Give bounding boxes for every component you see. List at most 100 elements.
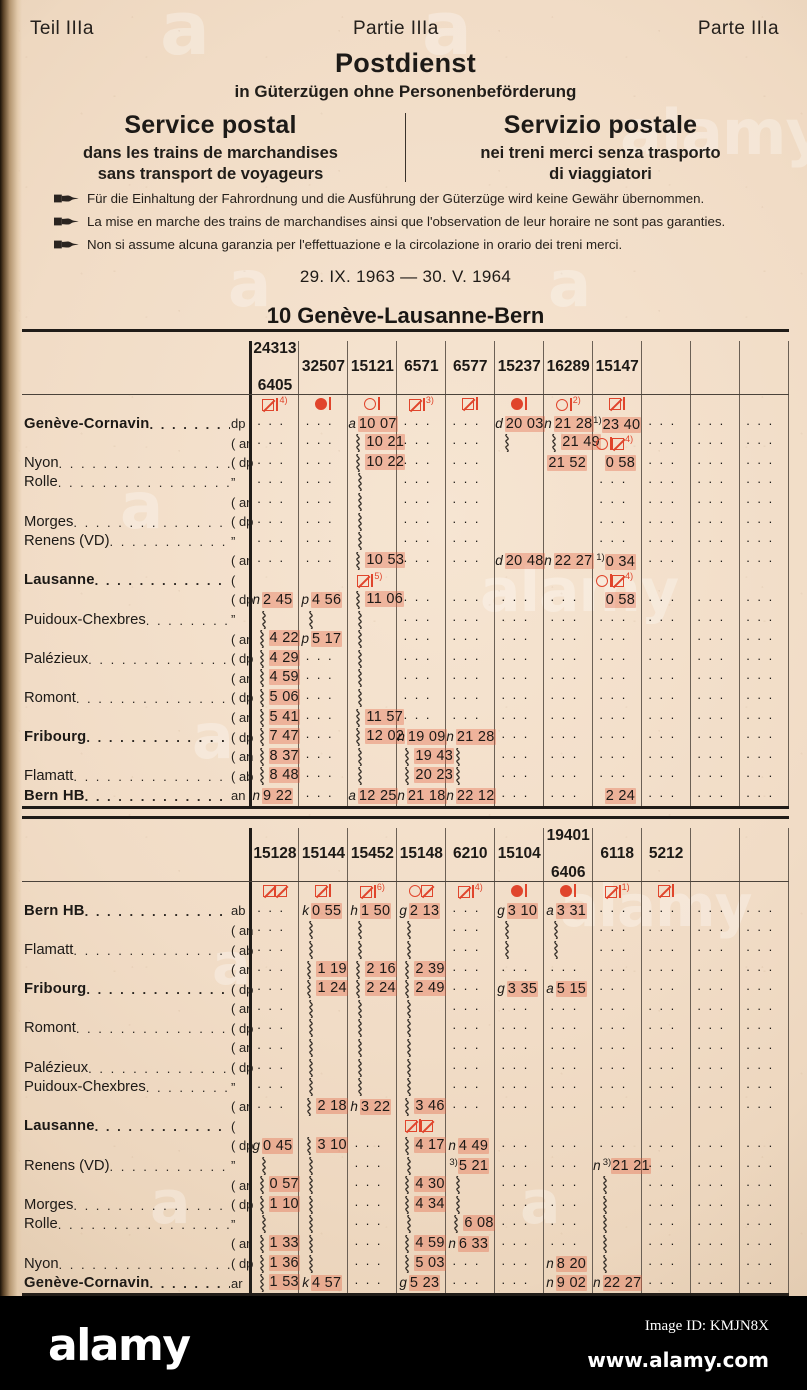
station-name: Morges [24, 1196, 74, 1213]
crossed-square-icon [609, 398, 622, 411]
alamy-url: www.alamy.com [587, 1348, 769, 1372]
departure-time: 20 23 [414, 767, 455, 784]
time-cell: · · · [739, 979, 789, 999]
time-cell [739, 570, 789, 591]
time-cell [445, 766, 496, 787]
service-code: n [544, 552, 552, 568]
station-name: Genève-Cornavin [24, 1275, 150, 1292]
arrival-departure-marker: ( dp [231, 455, 254, 471]
time-cell: · · · [494, 629, 545, 649]
time-cell: 4 59 [396, 1234, 447, 1254]
no-service-dots: · · · [305, 787, 334, 803]
no-service-dots: · · · [550, 591, 579, 607]
station-name-cell: Nyon . . . . . . . . . . . . . . . . . .… [22, 453, 230, 473]
time-cell: 10 22 [347, 453, 406, 473]
table-row: Lausanne . . . . . . . . . . . . . . . .… [22, 570, 789, 591]
dot-leader: . . . . . . . . . . . . . . . . . . . . … [73, 1197, 230, 1213]
time-cell [298, 1018, 349, 1039]
departure-time: 20 48 [504, 552, 545, 569]
no-service-dots: · · · [647, 1255, 677, 1271]
station-name-cell [22, 433, 230, 453]
time-cell: · · · [690, 901, 741, 921]
no-service-dots: · · · [647, 961, 677, 977]
time-cell: · · · [494, 590, 545, 610]
time-cell: · · · [641, 766, 692, 787]
no-service-dots: · · · [452, 670, 481, 686]
time-cell: · · · [445, 648, 496, 669]
table-row: Nyon . . . . . . . . . . . . . . . . . .… [22, 453, 789, 473]
no-service-dots: · · · [452, 533, 481, 549]
station-name-cell: Morges . . . . . . . . . . . . . . . . .… [22, 512, 230, 532]
table-row: ( ar · · · · · · 10 21 · · · · · · 21 49 4) · · … [22, 433, 789, 454]
departure-time: 21 28 [455, 729, 496, 746]
time-cell: 4 59 [248, 668, 300, 689]
no-service-dots: · · · [647, 1079, 677, 1095]
departure-time: 22 27 [553, 552, 594, 569]
time-cell: · · · [543, 648, 594, 669]
time-cell [347, 940, 398, 960]
table-row: Morges . . . . . . . . . . . . . . . . .… [22, 511, 789, 532]
table-row: ( dp n 2 45 p 4 56 11 06 · · · · · · · · · · · · 0… [22, 590, 789, 610]
title-divider [405, 113, 406, 182]
time-cell [543, 1116, 594, 1137]
no-service-dots: · · · [452, 552, 481, 568]
time-cell: 2 39 [396, 959, 447, 980]
time-cell [347, 746, 398, 767]
time-cell: · · · [690, 1234, 741, 1254]
time-cell: · · · [690, 1273, 741, 1293]
no-service-dots: · · · [647, 494, 677, 509]
no-service-dots: · · · [696, 1137, 726, 1153]
time-cell: · · · [641, 629, 692, 649]
station-name-cell: Rolle . . . . . . . . . . . . . . . . . … [22, 1215, 230, 1235]
no-service-dots: · · · [452, 1275, 481, 1291]
no-service-dots: · · · [696, 729, 726, 745]
time-cell: · · · [494, 609, 545, 630]
train-number-cell: 6210 [445, 827, 496, 881]
time-cell: · · · [641, 453, 692, 473]
time-cell [739, 1116, 789, 1137]
service-code: a [546, 981, 554, 997]
time-cell: · · · [739, 999, 789, 1019]
time-cell: · · · [641, 590, 692, 610]
arrival-departure-marker: ( ar [231, 1040, 251, 1056]
no-service-dots: · · · [647, 513, 677, 529]
no-service-dots: · · · [745, 611, 775, 627]
no-service-dots: · · · [696, 1177, 726, 1193]
time-cell: 0 58 [592, 453, 643, 473]
time-cell: · · · [592, 920, 643, 941]
time-cell [248, 1155, 300, 1176]
time-cell: · · · [641, 472, 692, 493]
service-code: g [399, 902, 407, 918]
no-service-dots: · · · [403, 631, 432, 647]
no-service-dots: · · · [599, 981, 628, 997]
no-service-dots: · · · [501, 1020, 530, 1036]
departure-time: 10 07 [357, 415, 398, 432]
table-row: Rolle . . . . . . . . . . . . . . . . . … [22, 1214, 789, 1235]
time-cell: · · · [641, 959, 692, 980]
time-cell: · · · [641, 1273, 692, 1293]
departure-time: 2 39 [414, 960, 446, 977]
time-cell: · · · [248, 1038, 300, 1058]
no-service-dots: · · · [745, 631, 775, 647]
time-cell: n 21 28 [543, 413, 594, 434]
time-cell: · · · [494, 1214, 545, 1235]
no-service-dots: · · · [599, 942, 628, 958]
no-service-dots: · · · [599, 631, 628, 647]
time-cell: · · · [298, 648, 349, 669]
time-cell: · · · [543, 1214, 594, 1235]
no-service-dots: · · · [501, 1039, 530, 1055]
time-cell [347, 472, 398, 493]
no-service-dots: · · · [550, 748, 579, 764]
no-service-dots: · · · [452, 942, 481, 958]
departure-time: 5 06 [268, 688, 300, 705]
time-cell: · · · [298, 453, 349, 473]
time-cell: · · · [641, 413, 692, 434]
vertical-bar-icon [276, 397, 279, 411]
no-service-dots: · · · [745, 533, 775, 549]
time-cell: n 21 28 [445, 727, 496, 747]
table-down-bottom-rule [22, 805, 789, 809]
time-cell [543, 940, 594, 960]
time-cell: · · · [739, 707, 789, 728]
time-cell [592, 1175, 643, 1195]
